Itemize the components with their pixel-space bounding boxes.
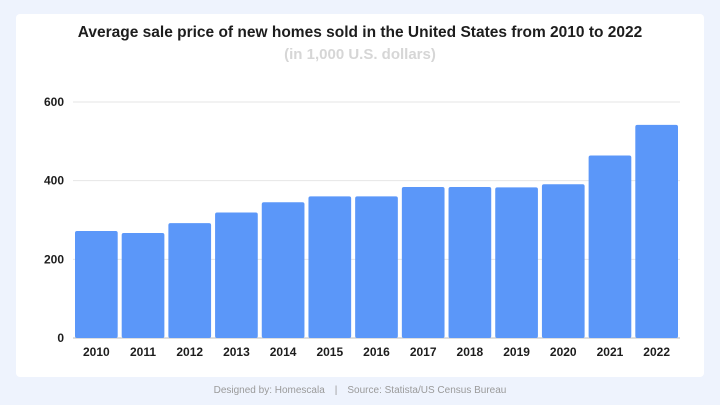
x-tick-label: 2019 bbox=[503, 345, 530, 359]
chart-title: Average sale price of new homes sold in … bbox=[77, 24, 643, 41]
x-tick-label: 2022 bbox=[643, 345, 670, 359]
footer: Designed by: Homescala | Source: Statista/… bbox=[0, 385, 720, 396]
bar bbox=[401, 186, 445, 338]
x-tick-label: 2016 bbox=[363, 345, 390, 359]
footer-separator: | bbox=[334, 385, 338, 396]
bar bbox=[168, 223, 212, 338]
x-tick-label: 2021 bbox=[597, 345, 624, 359]
bar bbox=[448, 186, 492, 338]
x-tick-label: 2018 bbox=[457, 345, 484, 359]
x-tick-label: 2010 bbox=[83, 345, 110, 359]
x-tick-label: 2014 bbox=[270, 345, 297, 359]
bar bbox=[588, 155, 632, 338]
bar bbox=[541, 184, 585, 338]
y-tick-label: 0 bbox=[57, 331, 64, 345]
y-tick-label: 400 bbox=[44, 174, 64, 188]
bar bbox=[215, 212, 258, 338]
bar bbox=[261, 202, 305, 338]
bar bbox=[308, 196, 352, 338]
x-tick-label: 2011 bbox=[130, 345, 156, 359]
footer-designer: Designed by: Homescala bbox=[213, 385, 325, 396]
y-tick-label: 600 bbox=[44, 95, 64, 109]
bar bbox=[121, 232, 165, 338]
bar bbox=[635, 124, 678, 339]
x-tick-label: 2012 bbox=[176, 345, 203, 359]
x-tick-label: 2015 bbox=[316, 345, 343, 359]
footer-source: Source: Statista/US Census Bureau bbox=[347, 385, 507, 396]
bar bbox=[495, 187, 538, 338]
x-tick-label: 2013 bbox=[223, 345, 250, 359]
bar bbox=[355, 196, 398, 338]
bar bbox=[75, 231, 118, 338]
chart-subtitle: (in 1,000 U.S. dollars) bbox=[284, 46, 436, 63]
y-tick-label: 200 bbox=[44, 252, 64, 266]
x-tick-label: 2020 bbox=[550, 345, 577, 359]
x-tick-label: 2017 bbox=[410, 345, 437, 359]
